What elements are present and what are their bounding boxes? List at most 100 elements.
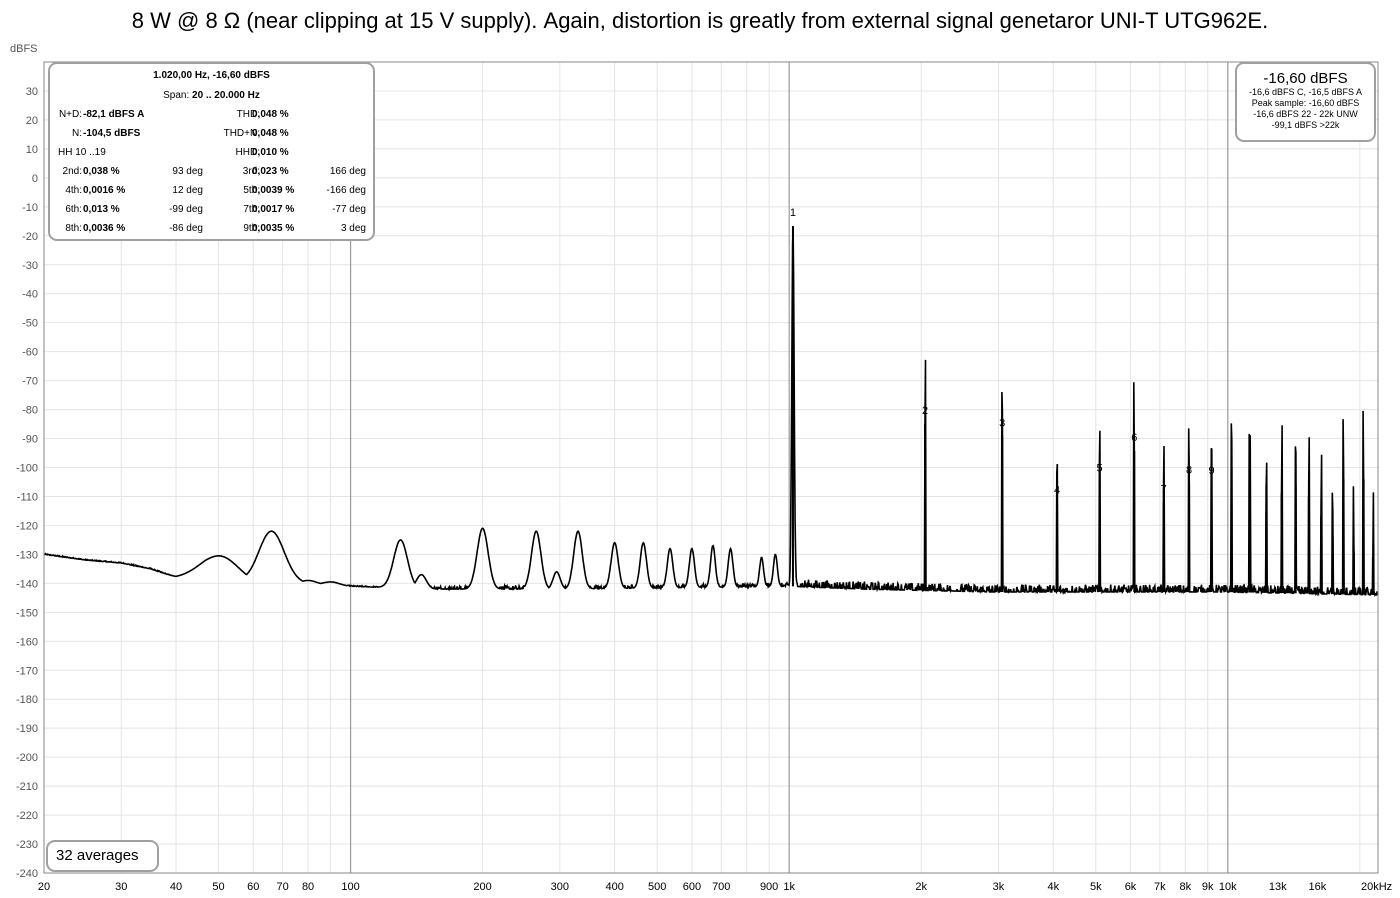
y-tick-label: 30	[26, 86, 38, 98]
y-tick-label: -10	[22, 202, 38, 214]
x-tick-label: 80	[302, 881, 314, 893]
stats-cell: 2nd:	[62, 166, 82, 177]
y-tick-label: 0	[32, 173, 38, 185]
x-tick-label: 600	[683, 881, 701, 893]
harmonic-label: 7	[1161, 483, 1167, 495]
averages-badge[interactable]: 32 averages	[46, 840, 159, 872]
y-tick-label: -60	[22, 347, 38, 359]
stats-cell: -86 deg	[169, 223, 203, 234]
fundamental-readout: 1.020,00 Hz, -16,60 dBFS	[153, 70, 270, 81]
harmonic-label: 3	[999, 418, 1005, 430]
harmonic-label: 8	[1186, 464, 1192, 476]
y-tick-label: -130	[16, 549, 38, 561]
x-tick-label: 9k	[1202, 881, 1214, 893]
averages-label: 32 averages	[56, 847, 139, 864]
stats-cell: THD+N:	[223, 128, 260, 139]
level-readout: -16,60 dBFS	[1263, 70, 1348, 87]
stats-cell: 0,0017 %	[252, 204, 295, 215]
harmonic-label: 5	[1096, 462, 1102, 474]
x-tick-label: 500	[648, 881, 666, 893]
distortion-stats-panel[interactable]: 1.020,00 Hz, -16,60 dBFS Span: 20 .. 20.…	[48, 62, 375, 241]
harmonic-label: 2	[922, 405, 928, 417]
x-tick-label: 30	[115, 881, 127, 893]
y-tick-label: -170	[16, 665, 38, 677]
stats-cell: 93 deg	[172, 166, 203, 177]
y-tick-label: -140	[16, 578, 38, 590]
stats-cell: HHD:	[235, 147, 260, 158]
y-tick-label: -200	[16, 752, 38, 764]
x-tick-label: 100	[341, 881, 359, 893]
harmonic-label: 4	[1054, 485, 1060, 497]
plot-frame	[43, 61, 1379, 874]
y-tick-label: -90	[22, 434, 38, 446]
y-tick-label: -120	[16, 520, 38, 532]
y-tick-label: -230	[16, 839, 38, 851]
y-tick-label: -180	[16, 694, 38, 706]
span-readout: Span: 20 .. 20.000 Hz	[163, 90, 260, 101]
y-tick-label: -210	[16, 781, 38, 793]
stats-cell: 3 deg	[340, 223, 366, 234]
chart-grid	[43, 61, 1378, 874]
stats-cell: 0,0036 %	[83, 223, 126, 234]
level-details: -16,6 dBFS C, -16,5 dBFS A Peak sample: -…	[1237, 87, 1374, 131]
stats-cell: -99 deg	[169, 204, 203, 215]
x-tick-label: 20	[38, 881, 50, 893]
level-detail-line: Peak sample: -16,60 dBFS	[1251, 98, 1360, 108]
y-tick-label: 10	[26, 144, 38, 156]
x-tick-label: 900	[760, 881, 778, 893]
x-tick-label: 8k	[1179, 881, 1191, 893]
stats-cell: 0,0039 %	[252, 185, 295, 196]
y-tick-label: -80	[22, 405, 38, 417]
y-tick-label: -50	[22, 318, 38, 330]
x-tick-label: 70	[277, 881, 289, 893]
stats-cell: -82,1 dBFS A	[83, 109, 145, 120]
x-tick-label: 700	[712, 881, 730, 893]
y-tick-label: -100	[16, 463, 38, 475]
stats-cell: 3rd:	[242, 166, 260, 177]
y-axis-ticks: 30 20 10 0 -10 -20 -30 -40 -50 -60 -70 -80 -90 -100 -1…	[16, 86, 38, 880]
stats-cell: 9th:	[243, 223, 260, 234]
stats-cell: N:	[72, 128, 82, 139]
stats-cell: -77 deg	[332, 204, 366, 215]
stats-cell: 0,010 %	[252, 147, 289, 158]
level-detail-line: -16,6 dBFS 22 - 22k UNW	[1253, 109, 1358, 119]
harmonic-labels: 1 2 3 4 5 6 7 8 9	[790, 207, 1215, 497]
level-detail-line: -99,1 dBFS >22k	[1271, 120, 1340, 130]
y-tick-label: -150	[16, 607, 38, 619]
spectrum-trace	[43, 227, 1379, 597]
x-tick-label: 16k	[1308, 881, 1326, 893]
x-tick-label: 10k	[1219, 881, 1237, 893]
harmonic-label: 6	[1131, 432, 1137, 444]
stats-cell: 0,0035 %	[252, 223, 295, 234]
stats-cell: 4th:	[65, 185, 82, 196]
stats-cell: 8th:	[65, 223, 82, 234]
x-tick-label: 5k	[1090, 881, 1102, 893]
level-meter-panel[interactable]: -16,60 dBFS -16,6 dBFS C, -16,5 dBFS A Pe…	[1235, 62, 1376, 142]
stats-cell: 0,048 %	[252, 109, 289, 120]
stats-cell: 6th:	[65, 204, 82, 215]
x-tick-label: 1k	[783, 881, 795, 893]
y-tick-label: -110	[17, 491, 38, 503]
y-tick-label: -30	[22, 260, 38, 272]
level-detail-line: -16,6 dBFS C, -16,5 dBFS A	[1248, 87, 1363, 97]
stats-cell: -104,5 dBFS	[83, 128, 141, 139]
x-tick-label: 7k	[1154, 881, 1166, 893]
stats-cell: -166 deg	[326, 185, 366, 196]
stats-cell: 0,0016 %	[83, 185, 126, 196]
y-axis-unit-label: dBFS	[10, 43, 38, 55]
y-tick-label: -40	[22, 289, 38, 301]
y-tick-label: -20	[22, 231, 38, 243]
x-tick-label: 200	[473, 881, 491, 893]
x-tick-label: 40	[170, 881, 182, 893]
x-tick-label: 50	[212, 881, 224, 893]
x-tick-label: 6k	[1125, 881, 1137, 893]
x-tick-label: 300	[551, 881, 569, 893]
page-title: 8 W @ 8 Ω (near clipping at 15 V supply)…	[131, 8, 1269, 33]
x-tick-label: 3k	[993, 881, 1005, 893]
stats-cell: 5th:	[243, 185, 260, 196]
harmonic-label: 1	[790, 207, 796, 219]
x-axis-unit-label: 20kHz	[1361, 881, 1392, 893]
x-tick-label: 2k	[915, 881, 927, 893]
x-tick-label: 400	[605, 881, 623, 893]
